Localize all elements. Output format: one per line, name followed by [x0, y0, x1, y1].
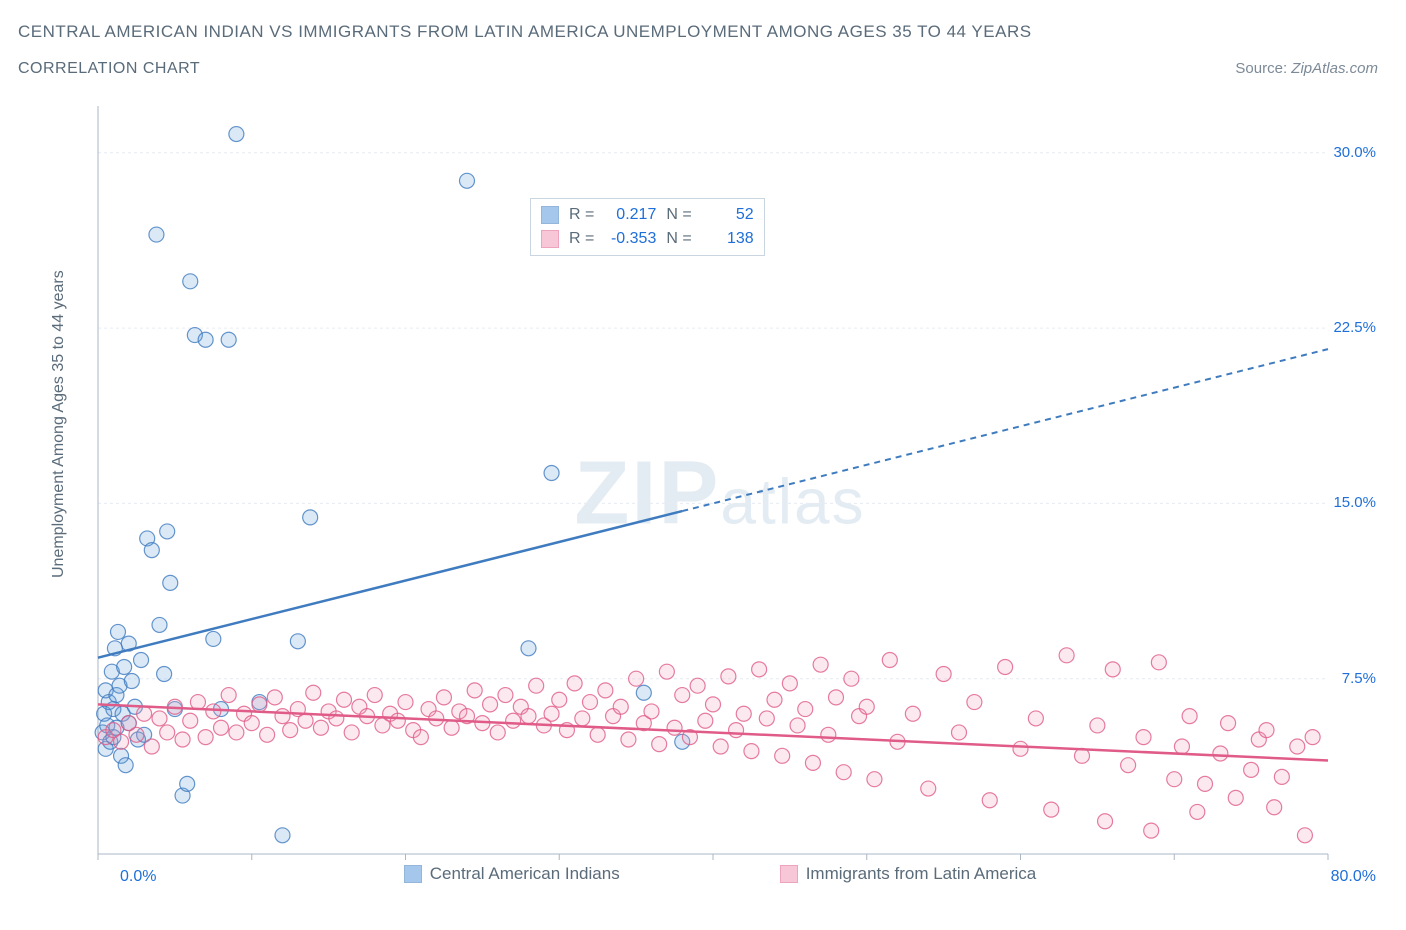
- legend-r-label-0: R =: [569, 206, 594, 224]
- legend-row-series-1: R = -0.353 N = 138: [541, 227, 754, 251]
- legend-label-1: Immigrants from Latin America: [806, 864, 1037, 884]
- source-attribution: Source: ZipAtlas.com: [1235, 60, 1378, 77]
- y-tick-label: 15.0%: [1333, 494, 1376, 511]
- legend-swatch-bottom-1: [780, 865, 798, 883]
- legend-n-label-1: N =: [666, 230, 691, 248]
- legend-swatch-0: [541, 206, 559, 224]
- legend-swatch-bottom-0: [404, 865, 422, 883]
- y-tick-label: 30.0%: [1333, 144, 1376, 161]
- legend-label-0: Central American Indians: [430, 864, 620, 884]
- legend-row-series-0: R = 0.217 N = 52: [541, 203, 754, 227]
- legend-n-value-0: 52: [700, 206, 754, 224]
- legend-n-value-1: 138: [700, 230, 754, 248]
- y-tick-label: 7.5%: [1342, 670, 1376, 687]
- legend-item-1: Immigrants from Latin America: [780, 864, 1037, 884]
- legend-r-value-0: 0.217: [602, 206, 656, 224]
- y-tick-label: 22.5%: [1333, 319, 1376, 336]
- series-legend: Central American Indians Immigrants from…: [40, 864, 1400, 884]
- chart-subtitle: CORRELATION CHART: [18, 60, 200, 78]
- correlation-legend: R = 0.217 N = 52 R = -0.353 N = 138: [530, 198, 765, 256]
- legend-swatch-1: [541, 230, 559, 248]
- legend-item-0: Central American Indians: [404, 864, 620, 884]
- chart-title: CENTRAL AMERICAN INDIAN VS IMMIGRANTS FR…: [18, 22, 1032, 42]
- legend-r-label-1: R =: [569, 230, 594, 248]
- y-axis-label: Unemployment Among Ages 35 to 44 years: [50, 270, 68, 578]
- legend-r-value-1: -0.353: [602, 230, 656, 248]
- legend-n-label-0: N =: [666, 206, 691, 224]
- source-prefix: Source:: [1235, 60, 1291, 77]
- source-name: ZipAtlas.com: [1291, 60, 1378, 77]
